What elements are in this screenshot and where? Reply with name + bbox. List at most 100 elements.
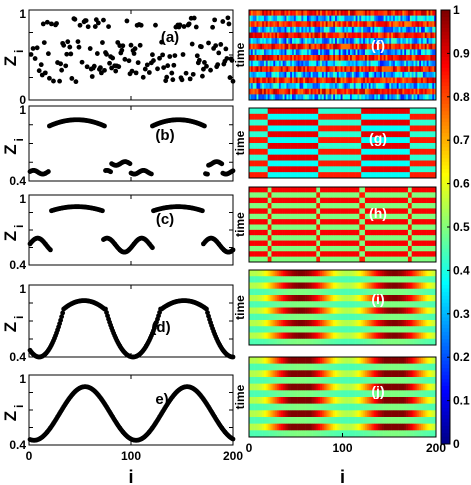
heatmap-cell <box>254 108 257 115</box>
heatmap-cell <box>306 137 310 144</box>
heatmap-cell <box>372 219 375 225</box>
heatmap-cell <box>374 83 377 90</box>
heatmap-cell <box>286 219 289 225</box>
heatmap-cell <box>422 43 426 50</box>
heatmap-cell <box>417 32 420 39</box>
heatmap-cell <box>353 197 356 204</box>
heatmap-cell <box>278 43 282 50</box>
heatmap-cell <box>325 213 328 220</box>
heatmap-cell <box>392 154 396 161</box>
heatmap-cell <box>389 166 392 173</box>
heatmap-cell <box>346 187 349 193</box>
heatmap-cell <box>374 229 377 236</box>
heatmap-cell <box>269 224 272 231</box>
heatmap-cell <box>346 26 349 33</box>
heatmap-cell <box>357 10 360 16</box>
heatmap-cell <box>256 229 259 236</box>
heatmap-cell <box>327 154 330 161</box>
heatmap-cell <box>249 71 252 78</box>
heatmap-cell <box>396 55 399 61</box>
heatmap-cell <box>252 219 255 225</box>
heatmap-cell <box>303 131 306 138</box>
heatmap-cell <box>265 55 268 61</box>
heatmap-cell <box>284 71 287 78</box>
heatmap-cell <box>406 137 409 144</box>
data-point <box>45 51 51 57</box>
heatmap-cell <box>335 119 338 126</box>
data-point <box>194 53 200 59</box>
heatmap-cell <box>351 213 355 220</box>
heatmap-cell <box>263 203 267 209</box>
heatmap-cell <box>383 94 386 101</box>
heatmap-cell <box>402 187 405 193</box>
heatmap-cell <box>292 160 295 167</box>
heatmap-cell <box>348 154 351 161</box>
heatmap-cell <box>428 187 431 193</box>
heatmap-cell <box>292 137 295 144</box>
heatmap-cell <box>359 148 362 155</box>
heatmap-cell <box>254 137 257 144</box>
heatmap-cell <box>269 235 272 241</box>
heatmap-cell <box>348 94 351 101</box>
heatmap-cell <box>422 208 426 215</box>
heatmap-cell <box>344 224 347 231</box>
heatmap-cell <box>301 172 304 179</box>
heatmap-cell <box>385 203 388 209</box>
heatmap-cell <box>292 166 295 173</box>
heatmap-cell <box>262 119 265 126</box>
heatmap-cell <box>409 208 412 215</box>
heatmap-cell <box>374 187 377 193</box>
heatmap-cell <box>368 15 371 22</box>
heatmap-cell <box>363 15 366 22</box>
heatmap-cell <box>402 166 405 173</box>
data-point <box>34 45 40 51</box>
heatmap-cell <box>327 197 330 204</box>
heatmap-cell <box>398 49 401 56</box>
heatmap-cell <box>286 49 289 56</box>
heatmap-cell <box>349 137 353 144</box>
heatmap-cell <box>409 148 412 155</box>
heatmap-cell <box>310 229 313 236</box>
heatmap-cell <box>275 203 278 209</box>
heatmap-cell <box>321 32 325 39</box>
heatmap-cell <box>368 60 371 67</box>
heatmap-cell <box>299 224 302 231</box>
heatmap-cell <box>349 197 353 204</box>
heatmap-cell <box>297 131 300 138</box>
heatmap-cell <box>349 160 353 167</box>
heatmap-cell <box>402 197 405 204</box>
heatmap-cell <box>306 119 310 126</box>
points <box>27 298 236 360</box>
heatmap-cell <box>273 213 276 220</box>
heatmap-cell <box>329 240 332 247</box>
heatmap-cell <box>258 154 261 161</box>
heatmap-cell <box>357 119 360 126</box>
heatmap-cell <box>267 213 270 220</box>
heatmap-cell <box>263 240 267 247</box>
heatmap-cell <box>278 224 282 231</box>
heatmap-cell <box>271 125 274 132</box>
heatmap-cell <box>355 49 358 56</box>
heatmap-cell <box>392 77 396 84</box>
heatmap-cell <box>288 229 291 236</box>
data-point <box>204 63 209 69</box>
heatmap-cell <box>249 55 252 61</box>
heatmap-cell <box>378 148 381 155</box>
heatmap-cell <box>280 55 283 61</box>
heatmap-cell <box>406 60 409 67</box>
heatmap-cell <box>254 229 257 236</box>
heatmap-cell <box>310 60 313 67</box>
heatmap-cell <box>374 172 377 179</box>
heatmap-cell <box>402 21 405 28</box>
heatmap-cell <box>297 60 300 67</box>
heatmap-cell <box>400 125 403 132</box>
heatmap-cell <box>286 10 289 16</box>
heatmap-cell <box>415 77 418 84</box>
heatmap-cell <box>306 219 310 225</box>
heatmap-cell <box>392 43 396 50</box>
heatmap-cell <box>413 208 416 215</box>
heatmap-cell <box>392 203 396 209</box>
heatmap-cell <box>325 148 328 155</box>
heatmap-cell <box>292 172 295 179</box>
heatmap-cell <box>271 229 274 236</box>
